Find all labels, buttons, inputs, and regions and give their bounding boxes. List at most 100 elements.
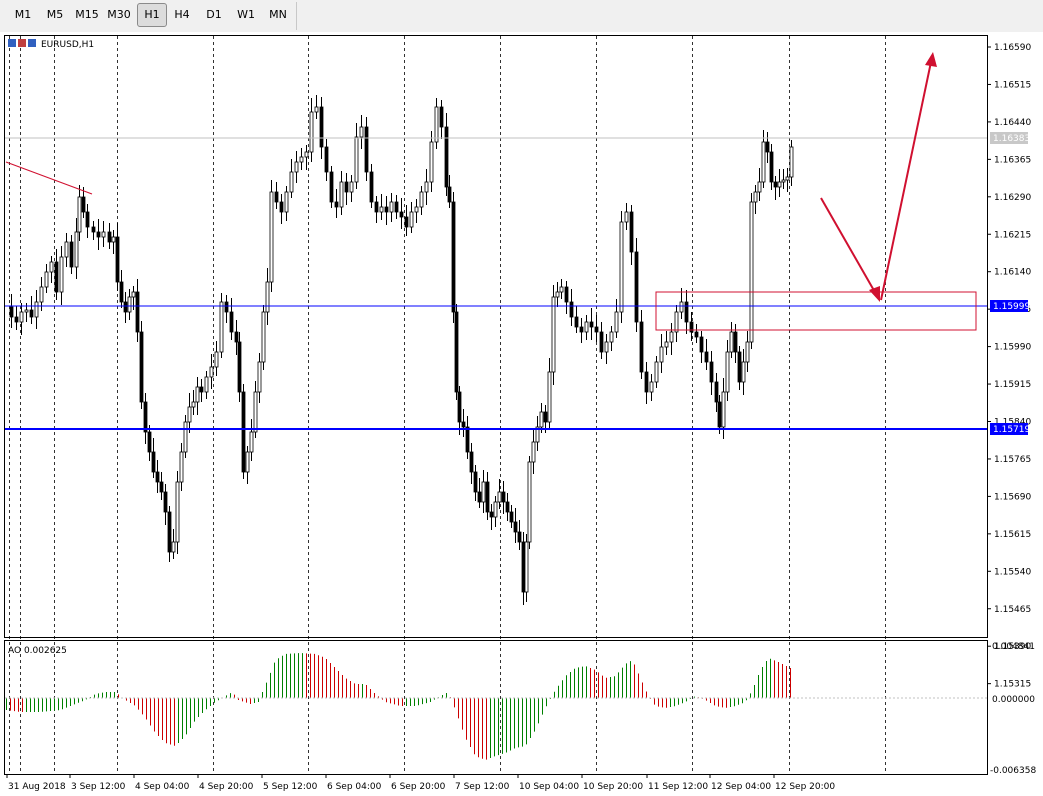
- candle-body: [579, 326, 584, 333]
- candle-body: [179, 451, 184, 483]
- candle-body: [684, 301, 689, 323]
- candle-body: [629, 211, 634, 253]
- candle-body: [59, 256, 64, 293]
- candle-body: [319, 106, 324, 148]
- candle-body: [481, 481, 486, 503]
- candle-body: [679, 301, 684, 313]
- candle-body: [789, 146, 794, 178]
- candle-body: [379, 206, 384, 213]
- candle-body: [709, 361, 714, 383]
- candle-body: [404, 216, 409, 228]
- candle-body: [127, 296, 132, 313]
- tf-h4-button[interactable]: H4: [174, 8, 190, 21]
- time-label: 12 Sep 20:00: [775, 782, 835, 792]
- candle-body: [324, 146, 329, 173]
- time-label: 6 Sep 20:00: [391, 782, 446, 792]
- candle-body: [261, 311, 266, 363]
- current-price-text: 1.16383: [993, 134, 1030, 144]
- candle-body: [721, 391, 726, 428]
- candle-body: [334, 201, 339, 208]
- candle-body: [81, 196, 86, 213]
- chart-window[interactable]: EURUSD,H1 AO 0.002625 1.165901.165151.16…: [0, 32, 1043, 796]
- tf-d1-button[interactable]: D1: [206, 8, 222, 21]
- candle-body: [765, 141, 770, 153]
- candle-body: [24, 309, 29, 313]
- time-axis: 31 Aug 2018 3 Sep 12:00 4 Sep 04:00 4 Sep 2…: [6, 774, 835, 792]
- candle-body: [473, 471, 478, 493]
- tf-m15-button[interactable]: M15: [75, 8, 99, 21]
- time-label: 10 Sep 20:00: [583, 782, 643, 792]
- candle-body: [619, 221, 624, 313]
- candle-body: [229, 311, 234, 333]
- candle-body: [214, 351, 219, 368]
- tf-m30-button[interactable]: M30: [107, 8, 131, 21]
- candle-body: [465, 426, 470, 453]
- candle-body: [419, 191, 424, 208]
- candle-body: [131, 291, 136, 298]
- trend-line[interactable]: [5, 161, 93, 195]
- tf-w1-button[interactable]: W1: [237, 8, 255, 21]
- tf-h1-button[interactable]: H1: [137, 3, 167, 27]
- candle-body: [725, 351, 730, 393]
- time-label: 4 Sep 20:00: [199, 782, 254, 792]
- chart-background: [0, 32, 1043, 796]
- candle-body: [245, 451, 250, 473]
- chart-icon-3: [28, 39, 36, 47]
- candle-body: [294, 161, 299, 173]
- candle-body: [111, 236, 116, 243]
- candle-body: [447, 186, 452, 203]
- candle-body: [753, 191, 758, 203]
- candle-body: [489, 511, 494, 518]
- candle-body: [265, 281, 270, 313]
- candle-body: [155, 471, 160, 483]
- candle-body: [477, 491, 482, 503]
- candle-body: [175, 481, 180, 543]
- tf-m1-button[interactable]: M1: [14, 8, 32, 21]
- candle-body: [349, 181, 354, 193]
- price-label: 1.15540: [994, 567, 1031, 577]
- candle-body: [143, 401, 148, 433]
- candle-body: [199, 386, 204, 393]
- candle-body: [717, 401, 722, 428]
- candle-body: [773, 181, 778, 188]
- price-label: 1.15465: [994, 605, 1031, 615]
- timeframe-toolbar: M1 M5 M15 M30 H1 H4 D1 W1 MN: [0, 0, 1043, 33]
- price-label: 1.15390: [994, 642, 1031, 652]
- candle-body: [339, 181, 344, 208]
- candle-body: [569, 301, 574, 318]
- candle-body: [521, 541, 526, 593]
- candle-body: [539, 411, 544, 428]
- candle-body: [147, 431, 152, 453]
- candle-body: [535, 426, 540, 443]
- level-2-text: 1.15719: [993, 425, 1030, 435]
- candle-body: [785, 176, 790, 181]
- tf-m5-button[interactable]: M5: [46, 8, 64, 21]
- candle-body: [54, 261, 59, 293]
- arrow-up-icon[interactable]: [880, 52, 937, 301]
- candle-body: [159, 481, 164, 493]
- time-label: 12 Sep 04:00: [711, 782, 771, 792]
- candle-body: [284, 191, 289, 213]
- candle-body: [564, 286, 569, 303]
- supply-zone-rectangle[interactable]: [655, 291, 977, 331]
- tf-mn-button[interactable]: MN: [269, 8, 287, 21]
- time-label: 7 Sep 12:00: [455, 782, 510, 792]
- price-axis: 1.16590 1.16515 1.16440 1.16365 1.16290 1.162…: [987, 43, 1031, 690]
- candle-body: [527, 461, 532, 543]
- candle-body: [745, 341, 750, 363]
- level-1-text: 1.15999: [993, 302, 1030, 312]
- candle-body: [781, 179, 786, 183]
- candle-body: [304, 151, 309, 158]
- ao-scale-bottom: -0.006358: [990, 766, 1036, 776]
- candle-body: [274, 191, 279, 203]
- candle-body: [237, 341, 242, 393]
- price-label: 1.15840: [994, 418, 1031, 428]
- price-label: 1.16515: [994, 80, 1031, 90]
- candle-body: [135, 291, 140, 333]
- candle-body: [559, 286, 564, 293]
- candle-body: [64, 241, 69, 258]
- candle-body: [85, 211, 90, 228]
- arrow-down-icon[interactable]: [820, 197, 880, 302]
- symbol-label: EURUSD,H1: [8, 39, 94, 50]
- candle-body: [714, 381, 719, 403]
